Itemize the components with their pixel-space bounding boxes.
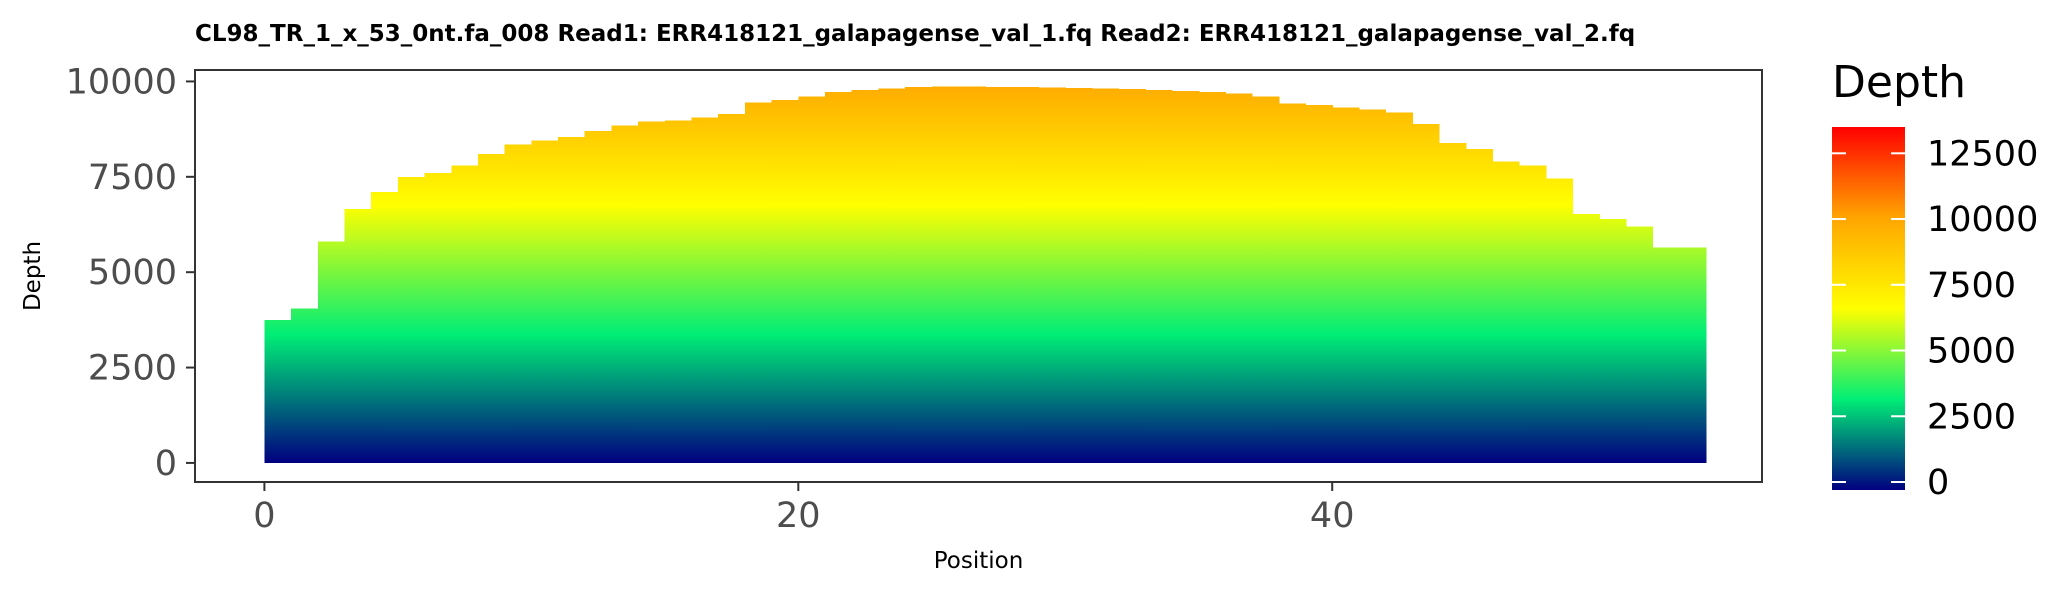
depth-bar — [1118, 89, 1146, 463]
depth-bar — [451, 165, 479, 463]
depth-bar — [1332, 107, 1360, 463]
legend-label: 5000 — [1927, 332, 2016, 372]
depth-bar — [1145, 89, 1173, 463]
depth-bar — [344, 209, 372, 463]
depth-bar — [291, 308, 319, 463]
x-tick-label: 0 — [253, 496, 275, 536]
depth-bar — [905, 87, 933, 463]
y-tick-label: 7500 — [88, 158, 177, 198]
depth-bar — [825, 92, 853, 463]
depth-bar — [638, 121, 666, 463]
depth-bar — [558, 136, 586, 463]
depth-bar — [1278, 103, 1307, 463]
depth-bar — [1545, 178, 1574, 463]
x-tick-label: 40 — [1310, 496, 1355, 536]
depth-bar — [1625, 226, 1654, 463]
depth-bar — [985, 86, 1013, 463]
depth-bar — [397, 176, 426, 463]
y-tick-label: 5000 — [88, 253, 177, 293]
depth-bar — [664, 120, 693, 463]
depth-bar — [477, 153, 506, 463]
legend-label: 2500 — [1927, 397, 2016, 437]
depth-bar — [317, 241, 346, 463]
legend-label: 10000 — [1927, 200, 2038, 240]
depth-bar — [718, 113, 746, 463]
depth-bar — [1599, 218, 1627, 463]
legend-ticks: 0 2500 5000 7500 10000 12500 — [1832, 134, 2038, 503]
depth-bar — [851, 89, 879, 463]
depth-bar — [878, 88, 906, 463]
x-axis-title: Position — [934, 548, 1024, 574]
depth-bar — [1172, 90, 1200, 463]
depth-bar — [584, 131, 613, 463]
depth-bar — [1358, 109, 1387, 463]
y-tick-label: 10000 — [66, 62, 177, 102]
depth-bar — [1065, 87, 1093, 463]
depth-bar — [504, 144, 532, 463]
depth-bar — [371, 192, 399, 463]
depth-bar — [1225, 93, 1253, 463]
legend-title: Depth — [1832, 57, 1966, 108]
y-tick-label: 2500 — [88, 349, 177, 389]
y-tick-label: 0 — [155, 444, 177, 484]
depth-bar — [1465, 148, 1493, 463]
chart-title: CL98_TR_1_x_53_0nt.fa_008 Read1: ERR4181… — [195, 21, 1635, 47]
depth-bar — [1011, 87, 1040, 463]
depth-bar — [1198, 92, 1227, 463]
legend-label: 12500 — [1927, 134, 2038, 174]
depth-bar — [931, 86, 960, 463]
depth-bar — [1438, 143, 1467, 463]
depth-bar — [771, 99, 799, 463]
depth-bar — [424, 173, 452, 463]
depth-bar — [611, 125, 639, 463]
depth-legend: Depth 0 2500 5000 7500 10000 12500 — [1832, 57, 2038, 503]
depth-bar — [1412, 124, 1440, 463]
depth-bar — [1492, 161, 1520, 463]
depth-bar — [744, 102, 773, 463]
depth-bar — [264, 319, 292, 463]
depth-bar — [1252, 96, 1280, 463]
legend-label: 7500 — [1927, 266, 2016, 306]
x-tick-label: 20 — [776, 496, 821, 536]
depth-bar — [1679, 247, 1707, 463]
plot-border — [194, 69, 1763, 483]
depth-bar — [1385, 112, 1413, 463]
depth-bar — [1572, 214, 1600, 463]
x-axis: 0 20 40 — [253, 482, 1354, 536]
depth-bar — [1091, 88, 1120, 463]
y-axis-title: Depth — [20, 241, 46, 311]
plot-area — [264, 86, 1707, 463]
depth-bar — [1038, 87, 1066, 463]
depth-bar — [1305, 105, 1333, 463]
legend-label: 0 — [1927, 463, 1949, 503]
depth-bar — [691, 117, 719, 463]
y-axis: 0 2500 5000 7500 10000 — [66, 62, 195, 484]
depth-bar — [798, 96, 826, 463]
depth-bar — [958, 86, 986, 463]
depth-bar — [531, 140, 559, 463]
depth-bar — [1652, 247, 1680, 463]
depth-bar — [1519, 165, 1547, 463]
legend-colorbar — [1832, 127, 1905, 490]
